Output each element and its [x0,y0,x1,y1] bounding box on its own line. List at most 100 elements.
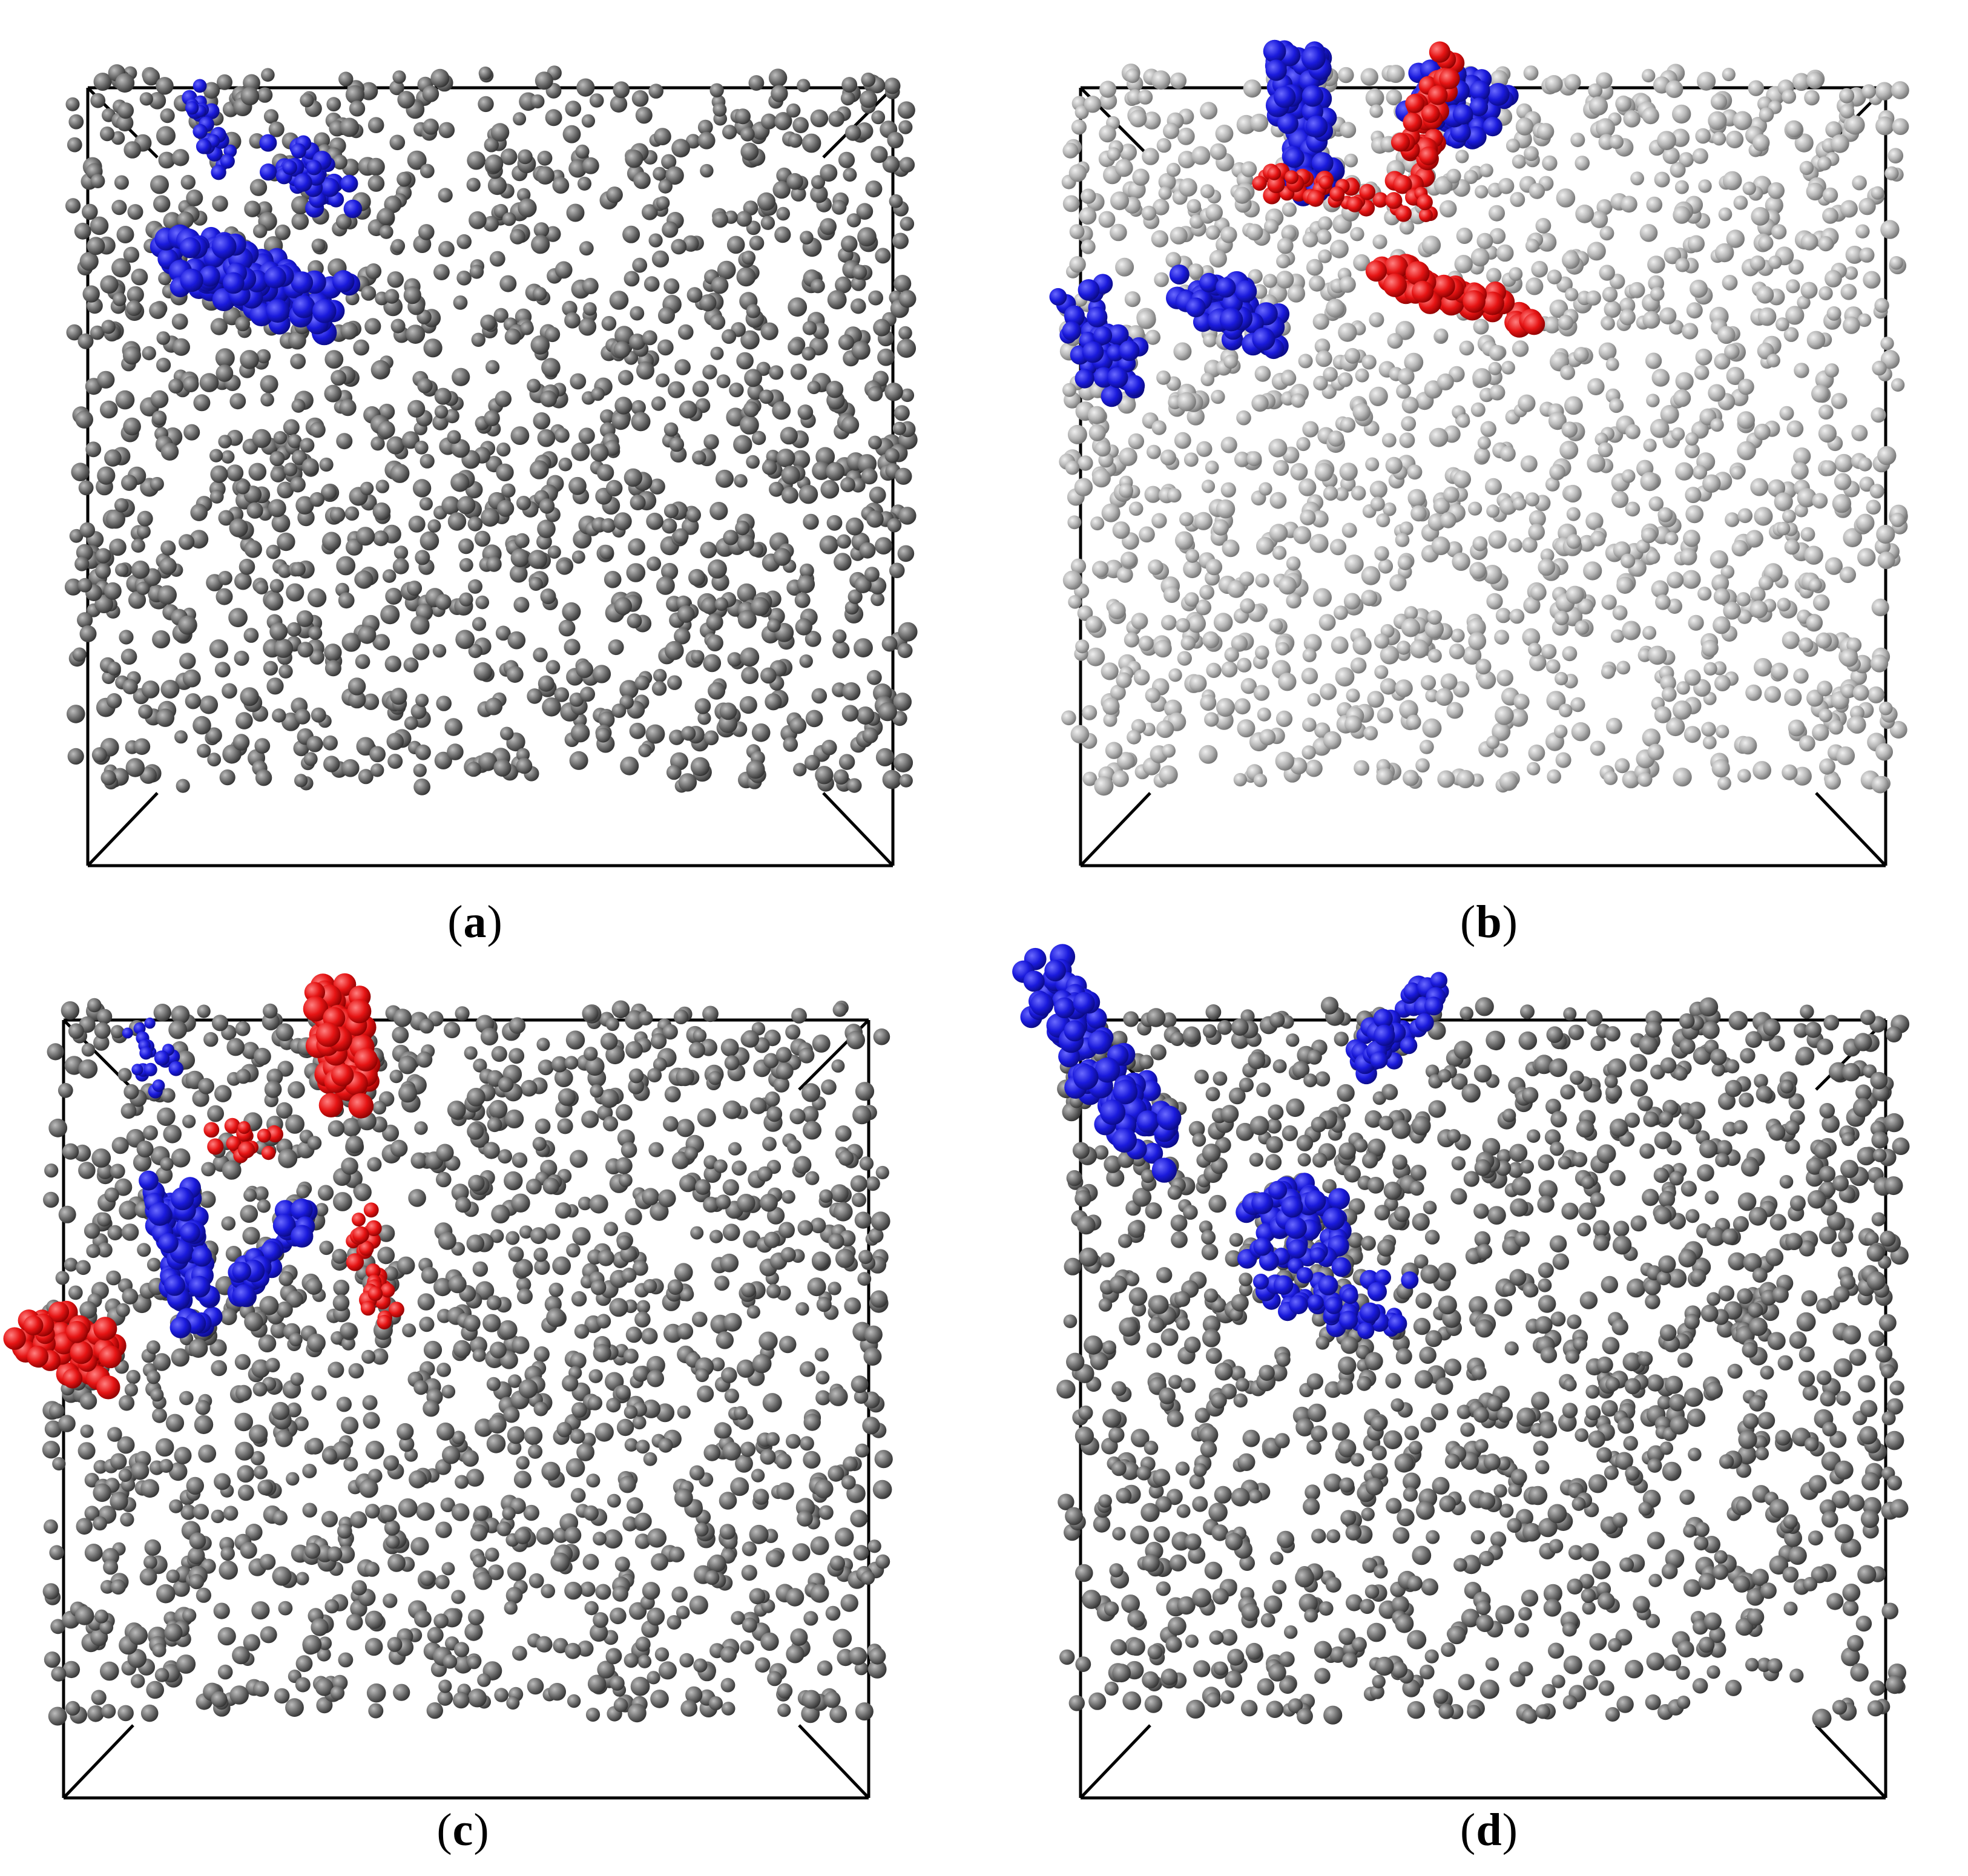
carbon-atom [65,198,81,214]
carbon-atom [525,1179,542,1195]
carbon-atom [545,109,562,127]
carbon-atom [686,287,703,303]
carbon-atom [892,421,906,435]
carbon-atom [658,1189,676,1208]
carbon-atom [1756,286,1774,304]
carbon-atom [114,498,129,513]
carbon-atom [1601,594,1617,610]
carbon-atom [508,1048,525,1064]
carbon-atom [1473,318,1489,335]
carbon-atom [612,1585,628,1602]
carbon-atom [1800,281,1818,299]
carbon-atom [458,538,474,555]
carbon-atom [875,1554,890,1569]
carbon-atom [1269,492,1287,509]
carbon-atom [1161,614,1177,631]
carbon-atom [897,643,913,659]
carbon-atom [380,605,400,625]
carbon-atom [158,271,172,286]
blue-molecule-atom [193,79,207,93]
carbon-atom [647,556,662,571]
carbon-atom [116,226,134,243]
carbon-atom [693,1029,707,1042]
carbon-atom [855,1702,874,1721]
carbon-atom [302,1634,322,1654]
carbon-atom [623,1348,639,1364]
carbon-atom [1736,592,1751,607]
carbon-atom [254,581,269,594]
carbon-atom [339,1535,353,1549]
carbon-atom [1195,599,1211,616]
carbon-atom [240,87,260,106]
carbon-atom [1683,530,1700,547]
carbon-atom [172,149,189,166]
carbon-atom [740,647,760,667]
carbon-atom [418,224,435,240]
carbon-atom [106,1270,121,1286]
carbon-atom [154,1668,169,1682]
carbon-atom [1470,248,1490,267]
carbon-atom [155,1438,174,1457]
carbon-atom [589,93,604,108]
carbon-atom [1446,702,1464,719]
blue-molecule-atom [199,265,220,287]
carbon-atom [495,390,512,407]
carbon-atom [820,164,838,182]
carbon-atom [1648,645,1667,665]
carbon-atom [727,652,742,667]
carbon-atom [1440,512,1456,528]
carbon-atom [1499,772,1518,791]
carbon-atom [750,597,770,616]
carbon-atom [1616,660,1631,675]
carbon-atom [828,1282,841,1295]
carbon-atom [1496,670,1513,686]
red-molecule-atom [1329,186,1345,202]
carbon-atom [1759,107,1774,122]
carbon-atom [1877,551,1895,570]
carbon-atom [1685,487,1702,504]
carbon-atom [595,1584,611,1600]
carbon-atom [1554,725,1568,739]
carbon-atom [383,1593,398,1608]
carbon-atom [84,1544,103,1562]
blue-molecule-atom [1075,369,1094,389]
carbon-atom [661,154,677,169]
carbon-atom [486,1434,506,1453]
carbon-atom [407,581,423,596]
carbon-atom [1822,187,1838,203]
carbon-atom [1370,496,1385,512]
carbon-atom [674,359,691,375]
carbon-atom [198,1444,217,1463]
carbon-atom [387,1637,403,1652]
carbon-atom [44,1163,59,1178]
carbon-atom [1128,433,1144,450]
carbon-atom [565,1642,581,1659]
carbon-atom [694,1179,711,1195]
carbon-atom [1808,578,1822,592]
carbon-atom [123,141,141,159]
carbon-atom [882,156,900,173]
carbon-atom [168,378,183,394]
carbon-atom [65,97,80,111]
carbon-atom [358,625,377,644]
carbon-atom [649,478,665,495]
carbon-atom [306,1438,324,1455]
carbon-atom [183,424,200,441]
carbon-atom [858,1249,873,1265]
carbon-atom [315,1203,329,1217]
carbon-atom [274,639,294,658]
carbon-atom [265,1358,280,1372]
carbon-atom [286,1402,302,1418]
carbon-atom [290,1372,304,1386]
carbon-atom [1343,593,1361,610]
carbon-atom [593,1344,611,1363]
carbon-atom [841,416,860,434]
carbon-atom [389,1070,403,1084]
carbon-atom [740,1640,754,1655]
carbon-atom [150,1387,164,1402]
carbon-atom [407,400,426,418]
box-edge [798,1724,870,1799]
carbon-atom [377,208,395,225]
carbon-atom [788,338,805,355]
carbon-atom [243,74,260,92]
